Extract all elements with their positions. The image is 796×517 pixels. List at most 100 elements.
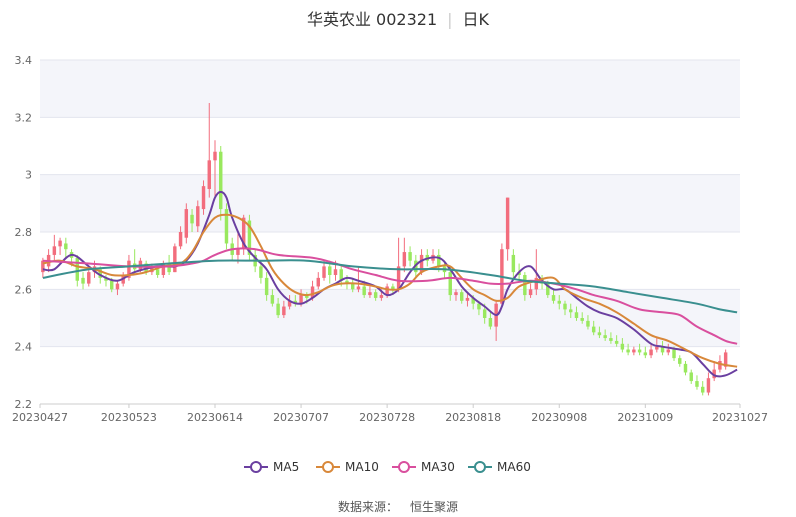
candle-body [379,295,384,298]
candle-body [368,292,372,296]
plot-background [40,60,740,404]
candle-body [264,277,269,296]
legend-item-ma30[interactable]: MA30 [392,460,455,474]
candle-body [362,286,366,296]
legend[interactable]: MA5 MA10 MA30 MA60 [244,460,531,474]
candle-body [477,303,481,310]
y-tick-label: 2.2 [15,398,33,411]
candle-body [201,186,206,210]
legend-label: MA5 [273,460,299,474]
plot-band [40,232,740,290]
plot-band [40,60,740,118]
candle-body [603,335,607,339]
candle-body [523,275,527,296]
x-tick-label: 20231027 [712,411,768,424]
candle-body [505,197,510,250]
legend-label: MA60 [497,460,531,474]
candle-body [655,346,659,350]
candle-body [683,363,688,373]
legend-label: MA10 [345,460,379,474]
candle-body [597,332,602,336]
candle-body [213,151,217,161]
candle-body [282,306,286,316]
candle-body [609,338,613,341]
source-value: 恒生聚源 [410,500,459,514]
legend-item-ma5[interactable]: MA5 [244,460,299,474]
candle-body [241,217,246,250]
x-tick-label: 20230707 [273,411,329,424]
candle-body [207,160,211,189]
candle-body [299,295,303,304]
candle-body [316,277,320,287]
candle-body [643,352,648,356]
candle-body [287,300,292,307]
legend-marker [250,461,262,473]
x-tick-label: 20230728 [359,411,415,424]
source-label: 数据来源： [337,500,398,514]
candle-body [115,283,120,290]
chart-title: 华英农业 002321 | 日K [0,6,796,30]
legend-item-ma10[interactable]: MA10 [316,460,379,474]
candle-body [580,318,584,321]
candle-body [224,209,229,244]
legend-marker [398,461,410,473]
legend-item-ma60[interactable]: MA60 [468,460,531,474]
candle-body [293,300,298,304]
candle-body [465,297,470,301]
x-tick-label: 20231009 [617,411,673,424]
x-tick-label: 20230818 [445,411,501,424]
candle-body [586,320,590,327]
candle-body [511,254,516,273]
candle-body [391,286,395,290]
candle-body [591,326,596,333]
candle-body [41,260,45,273]
candle-body [161,263,166,275]
candle-body [482,309,487,318]
candle-body [620,343,625,350]
candle-body [247,220,252,255]
plot-band [40,289,740,347]
candle-body [173,246,177,273]
candle-body [98,269,102,278]
candle-body [322,266,326,278]
candle-body [666,349,670,353]
candle-body [437,254,441,267]
y-tick-label: 2.6 [15,283,33,296]
chart-title-period: 日K [462,10,490,29]
candle-body [695,381,699,387]
plot-band [40,174,740,232]
candle-body [310,286,315,298]
y-tick-label: 3 [25,169,32,182]
candle-body [454,292,458,296]
data-source: 数据来源： 恒生聚源 [0,498,796,515]
candle-body [58,240,62,247]
candle-body [614,340,619,344]
legend-marker [474,461,486,473]
candle-body [534,277,539,290]
candle-body [678,358,682,364]
y-tick-label: 2.4 [15,341,33,354]
candle-body [517,272,521,275]
candle-body [270,295,275,304]
x-tick-label: 20230908 [531,411,587,424]
candle-body [569,309,573,313]
y-tick-label: 3.4 [15,54,33,67]
candle-body [632,349,636,353]
candle-body [723,352,728,367]
legend-marker [322,461,334,473]
candle-body [672,349,676,359]
candle-body [259,266,263,278]
candle-body [626,349,630,353]
candle-body [333,269,338,275]
candle-body [305,295,309,298]
candle-body [448,272,452,296]
candle-body [706,378,711,393]
candle-body [471,297,475,304]
candle-body [167,263,171,273]
series-line-ma60 [42,259,738,314]
candle-body [178,232,183,247]
candle-body [356,286,361,290]
candle-body [408,252,412,261]
candle-body [328,266,332,275]
moving-average-lines [42,190,738,378]
